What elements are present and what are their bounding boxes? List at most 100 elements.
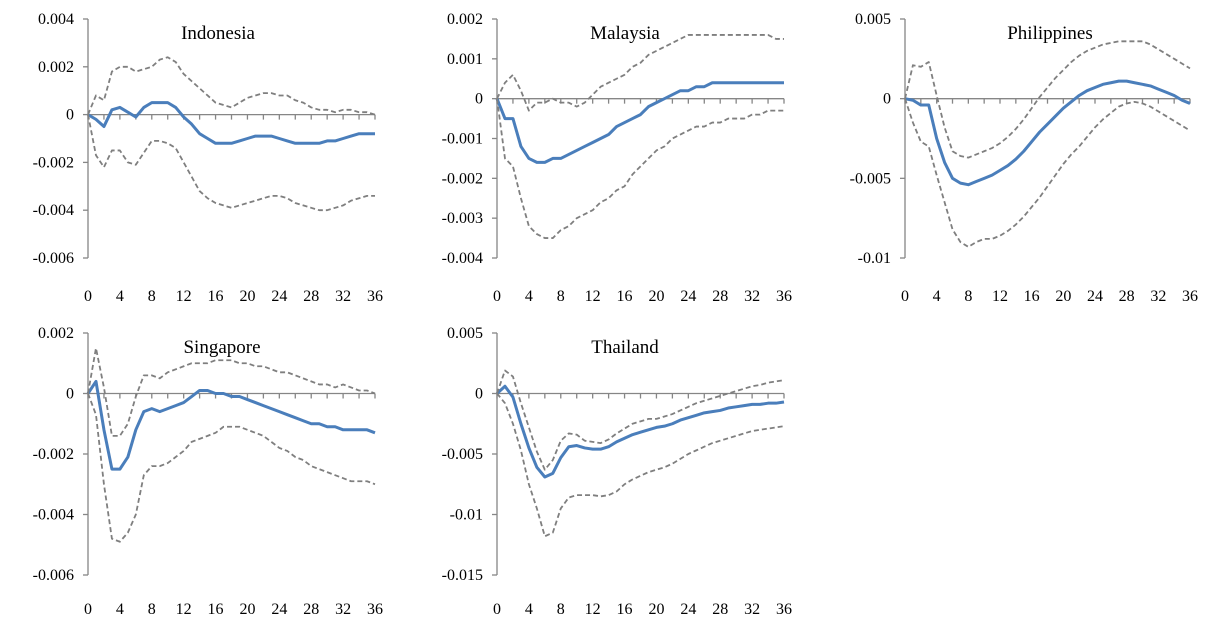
x-tick-label: 20 — [1055, 288, 1071, 305]
series-lower-line — [87, 393, 376, 543]
y-tick-label: -0.003 — [442, 210, 483, 227]
x-tick-label: 16 — [1024, 288, 1040, 305]
series-lower-line — [87, 114, 375, 212]
panel-title: Singapore — [183, 337, 260, 358]
x-tick-label: 0 — [493, 601, 501, 618]
x-tick-label: 4 — [116, 601, 124, 618]
series-lower-line — [904, 98, 1191, 248]
x-tick-label: 0 — [84, 601, 92, 618]
x-tick-label: 28 — [303, 601, 319, 618]
y-tick-label: -0.006 — [33, 567, 74, 584]
series-lower-line — [496, 392, 785, 538]
x-tick-label: 24 — [271, 601, 287, 618]
x-tick-label: 36 — [1182, 288, 1198, 305]
series-central-line — [495, 384, 785, 479]
y-tick-label: -0.004 — [33, 507, 74, 524]
x-tick-label: 12 — [585, 601, 601, 618]
x-tick-label: 8 — [148, 288, 156, 305]
panel-singapore: 0.002 0 -0.002 -0.004 -0.006 0 4 8 12 16 20 24 28 32 3… — [33, 325, 383, 618]
x-tick-label: 32 — [335, 288, 351, 305]
y-tick-label: -0.01 — [858, 250, 891, 267]
x-tick-label: 8 — [148, 601, 156, 618]
x-tick-label: 4 — [525, 288, 533, 305]
y-tick-label: -0.01 — [450, 507, 483, 524]
x-tick-label: 28 — [712, 288, 728, 305]
x-tick-label: 12 — [992, 288, 1008, 305]
panel-indonesia: 0.004 0.002 0 -0.002 -0.004 -0.006 0 4 8 12 16 20 24… — [33, 11, 383, 305]
x-tick-label: 16 — [617, 288, 633, 305]
x-tick-label: 20 — [648, 601, 664, 618]
series-upper-line — [496, 369, 785, 471]
y-tick-label: 0.004 — [38, 11, 74, 28]
series-central-line — [495, 81, 784, 164]
panel-title: Indonesia — [181, 23, 255, 44]
y-tick-label: -0.004 — [442, 250, 483, 267]
x-tick-label: 32 — [744, 288, 760, 305]
x-tick-label: 4 — [116, 288, 124, 305]
x-tick-label: 28 — [712, 601, 728, 618]
y-tick-label: 0.005 — [447, 325, 483, 342]
x-tick-label: 28 — [1119, 288, 1135, 305]
y-tick-label: 0 — [66, 386, 74, 403]
x-tick-label: 20 — [239, 288, 255, 305]
x-tick-label: 4 — [525, 601, 533, 618]
y-tick-label: 0 — [475, 386, 483, 403]
x-tick-label: 32 — [335, 601, 351, 618]
x-tick-label: 36 — [776, 288, 792, 305]
x-tick-label: 8 — [557, 601, 565, 618]
y-tick-label: -0.004 — [33, 202, 74, 219]
x-tick-label: 24 — [1087, 288, 1103, 305]
x-tick-label: 0 — [901, 288, 909, 305]
x-tick-label: 24 — [680, 288, 696, 305]
x-tick-label: 36 — [367, 288, 383, 305]
x-tick-label: 20 — [239, 601, 255, 618]
y-tick-label: 0.005 — [855, 11, 891, 28]
panel-title: Thailand — [591, 337, 659, 358]
y-tick-label: 0 — [475, 91, 483, 108]
x-tick-label: 36 — [776, 601, 792, 618]
series-central-line — [904, 79, 1191, 187]
x-tick-label: 16 — [208, 288, 224, 305]
x-tick-label: 12 — [176, 288, 192, 305]
y-tick-label: 0.002 — [38, 59, 74, 76]
series-central-line — [87, 101, 375, 145]
x-tick-label: 8 — [557, 288, 565, 305]
panel-philippines: 0.005 0 -0.005 -0.01 0 4 8 12 16 20 24 28 32 36 Philip… — [850, 11, 1198, 305]
y-tick-label: -0.005 — [850, 170, 891, 187]
x-tick-label: 16 — [208, 601, 224, 618]
x-tick-label: 16 — [617, 601, 633, 618]
x-tick-label: 36 — [367, 601, 383, 618]
y-tick-label: 0 — [66, 107, 74, 124]
series-central-line — [86, 379, 376, 471]
x-tick-label: 20 — [648, 288, 664, 305]
series-upper-line — [87, 347, 376, 437]
y-tick-label: -0.002 — [442, 170, 483, 187]
x-tick-label: 24 — [680, 601, 696, 618]
x-tick-label: 0 — [493, 288, 501, 305]
y-tick-label: 0 — [883, 91, 891, 108]
x-tick-label: 32 — [744, 601, 760, 618]
y-tick-label: 0.001 — [447, 51, 483, 68]
panel-malaysia: 0.002 0.001 0 -0.001 -0.002 -0.003 -0.004 0 4 8 12… — [442, 11, 792, 305]
y-tick-label: -0.002 — [33, 446, 74, 463]
y-tick-label: -0.001 — [442, 131, 483, 148]
x-tick-label: 8 — [964, 288, 972, 305]
y-tick-label: -0.015 — [442, 567, 483, 584]
y-tick-label: 0.002 — [447, 11, 483, 28]
y-tick-label: -0.002 — [33, 154, 74, 171]
y-tick-label: 0.002 — [38, 325, 74, 342]
series-upper-line — [87, 56, 376, 116]
x-tick-label: 4 — [933, 288, 941, 305]
x-tick-label: 32 — [1150, 288, 1166, 305]
panel-thailand: 0.005 0 -0.005 -0.01 -0.015 0 4 8 12 16 20 24 28 32 36… — [442, 325, 792, 618]
x-tick-label: 12 — [585, 288, 601, 305]
series-upper-line — [904, 40, 1191, 159]
x-tick-label: 0 — [84, 288, 92, 305]
series-upper-line — [496, 34, 784, 112]
x-tick-label: 28 — [303, 288, 319, 305]
panel-title: Philippines — [1007, 23, 1093, 44]
panel-title: Malaysia — [590, 23, 660, 44]
y-tick-label: -0.006 — [33, 250, 74, 267]
